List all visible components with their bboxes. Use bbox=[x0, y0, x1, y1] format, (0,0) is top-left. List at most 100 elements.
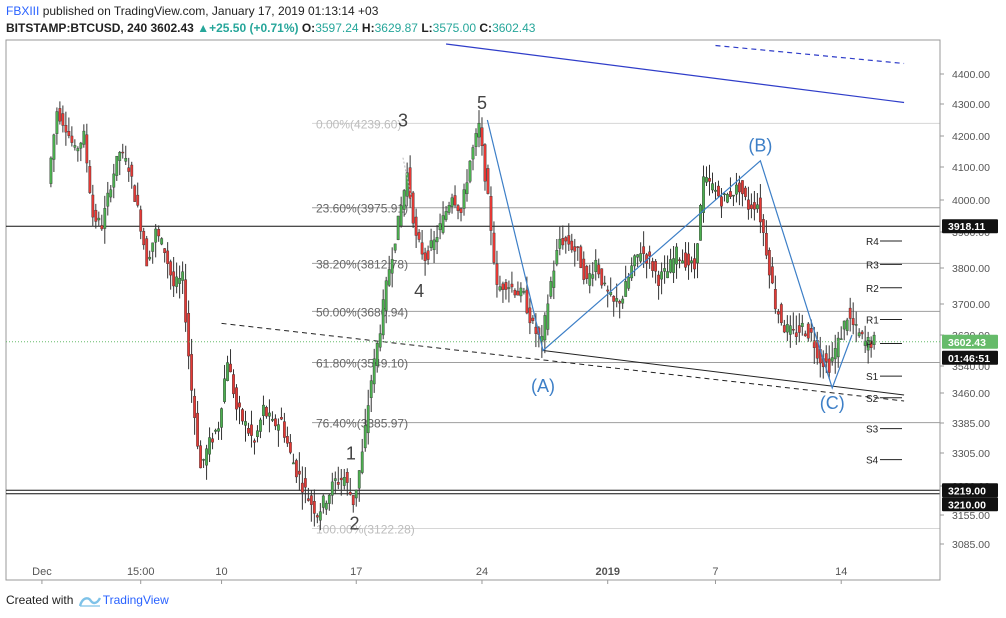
candle-body bbox=[417, 232, 421, 240]
candle-body bbox=[782, 325, 786, 333]
candle-body bbox=[711, 183, 714, 191]
trendline bbox=[221, 322, 905, 402]
candle-body bbox=[369, 380, 373, 398]
candle-body bbox=[752, 202, 756, 210]
candle-body bbox=[88, 166, 92, 193]
candle-body bbox=[492, 232, 496, 263]
candle-body bbox=[531, 317, 535, 321]
symbol-info-bar: BITSTAMP:BTCUSD, 240 3602.43 ▲+25.50 (+0… bbox=[6, 21, 535, 35]
candle-body bbox=[91, 194, 95, 218]
price-tag-box bbox=[942, 350, 998, 365]
candle-body bbox=[109, 189, 113, 198]
candle-body bbox=[767, 250, 771, 276]
candle-body bbox=[761, 219, 765, 233]
candle-body bbox=[567, 235, 571, 245]
candle-body bbox=[696, 243, 699, 264]
candle-body bbox=[372, 358, 376, 385]
candle-body bbox=[202, 459, 205, 461]
candle-body bbox=[729, 191, 732, 197]
candle-body bbox=[660, 271, 663, 280]
candle-body bbox=[312, 501, 316, 514]
created-with-text: Created with bbox=[6, 593, 74, 607]
candle-body bbox=[354, 489, 358, 499]
publisher-name[interactable]: FBXIII bbox=[6, 4, 40, 18]
candle-body bbox=[58, 108, 62, 122]
candle-body bbox=[393, 243, 397, 251]
candle-body bbox=[271, 418, 274, 421]
candle-body bbox=[294, 460, 298, 478]
candle-body bbox=[549, 281, 553, 297]
candle-body bbox=[456, 205, 460, 211]
pivot-label: R2 bbox=[866, 284, 879, 295]
candle-body bbox=[809, 328, 813, 333]
candle-body bbox=[285, 436, 289, 444]
candle-body bbox=[714, 189, 717, 192]
pivot-label: R4 bbox=[866, 237, 879, 248]
candle-body bbox=[274, 418, 277, 427]
time-tick-label: 7 bbox=[712, 566, 718, 578]
elliott-waves: 1 2 3 4 5 (A) (B) (C) bbox=[346, 93, 853, 534]
candle-body bbox=[791, 329, 795, 331]
candle-body bbox=[657, 274, 661, 286]
candle-body bbox=[570, 240, 574, 251]
wave-label: 5 bbox=[477, 93, 487, 113]
candle-body bbox=[426, 250, 430, 260]
candle-body bbox=[208, 437, 211, 455]
candle-body bbox=[384, 280, 388, 311]
candle-body bbox=[205, 448, 208, 466]
candle-body bbox=[211, 438, 214, 443]
tradingview-link[interactable]: TradingView bbox=[102, 593, 169, 607]
candle-body bbox=[872, 334, 876, 345]
candle-body bbox=[360, 451, 364, 473]
candle-body bbox=[148, 256, 152, 260]
candle-body bbox=[324, 502, 328, 510]
candle-body bbox=[770, 266, 774, 284]
candle-body bbox=[561, 238, 565, 246]
price-tick-label: 4100.00 bbox=[952, 162, 990, 174]
candle-body bbox=[232, 374, 235, 395]
candle-body bbox=[723, 193, 726, 196]
candle-body bbox=[471, 147, 475, 160]
candle-body bbox=[318, 511, 322, 521]
candle-body bbox=[806, 323, 810, 339]
candle-body bbox=[579, 246, 583, 269]
candle-body bbox=[154, 228, 158, 243]
symbol-label[interactable]: BITSTAMP:BTCUSD, 240 bbox=[6, 21, 148, 35]
candle-body bbox=[501, 283, 505, 290]
candle-body bbox=[163, 248, 167, 254]
candle-body bbox=[94, 209, 98, 222]
candle-body bbox=[824, 353, 828, 362]
candle-body bbox=[681, 260, 684, 264]
candle-body bbox=[776, 311, 780, 315]
price-tick-label: 4000.00 bbox=[952, 195, 990, 207]
candle-body bbox=[654, 261, 658, 272]
fib-level-label: 100.00%(3122.28) bbox=[316, 523, 415, 537]
candle-body bbox=[306, 498, 310, 501]
wave-label: (B) bbox=[748, 136, 772, 156]
candle-body bbox=[833, 348, 837, 360]
candle-body bbox=[268, 412, 271, 417]
open-value: 3597.24 bbox=[315, 21, 359, 35]
candle-body bbox=[495, 263, 499, 285]
candle-body bbox=[262, 404, 265, 416]
candle-body bbox=[136, 194, 140, 206]
candle-body bbox=[474, 133, 478, 147]
publish-text: published on TradingView.com, January 17… bbox=[42, 4, 379, 18]
candle-body bbox=[49, 157, 53, 184]
chart-frame bbox=[5, 39, 941, 581]
candle-body bbox=[67, 131, 71, 136]
candle-body bbox=[366, 405, 370, 434]
candle-body bbox=[363, 425, 367, 449]
candle-body bbox=[166, 250, 170, 264]
footer: Created with TradingView bbox=[6, 593, 169, 608]
candle-body bbox=[741, 180, 744, 195]
candle-body bbox=[277, 424, 280, 431]
candle-body bbox=[447, 205, 451, 213]
candle-body bbox=[130, 164, 134, 177]
candle-body bbox=[405, 172, 409, 197]
candle-body bbox=[830, 357, 834, 362]
price-tag-text: 3210.00 bbox=[948, 499, 986, 511]
fib-level-label: 0.00%(4239.60) bbox=[316, 117, 401, 131]
candle-body bbox=[309, 495, 313, 505]
